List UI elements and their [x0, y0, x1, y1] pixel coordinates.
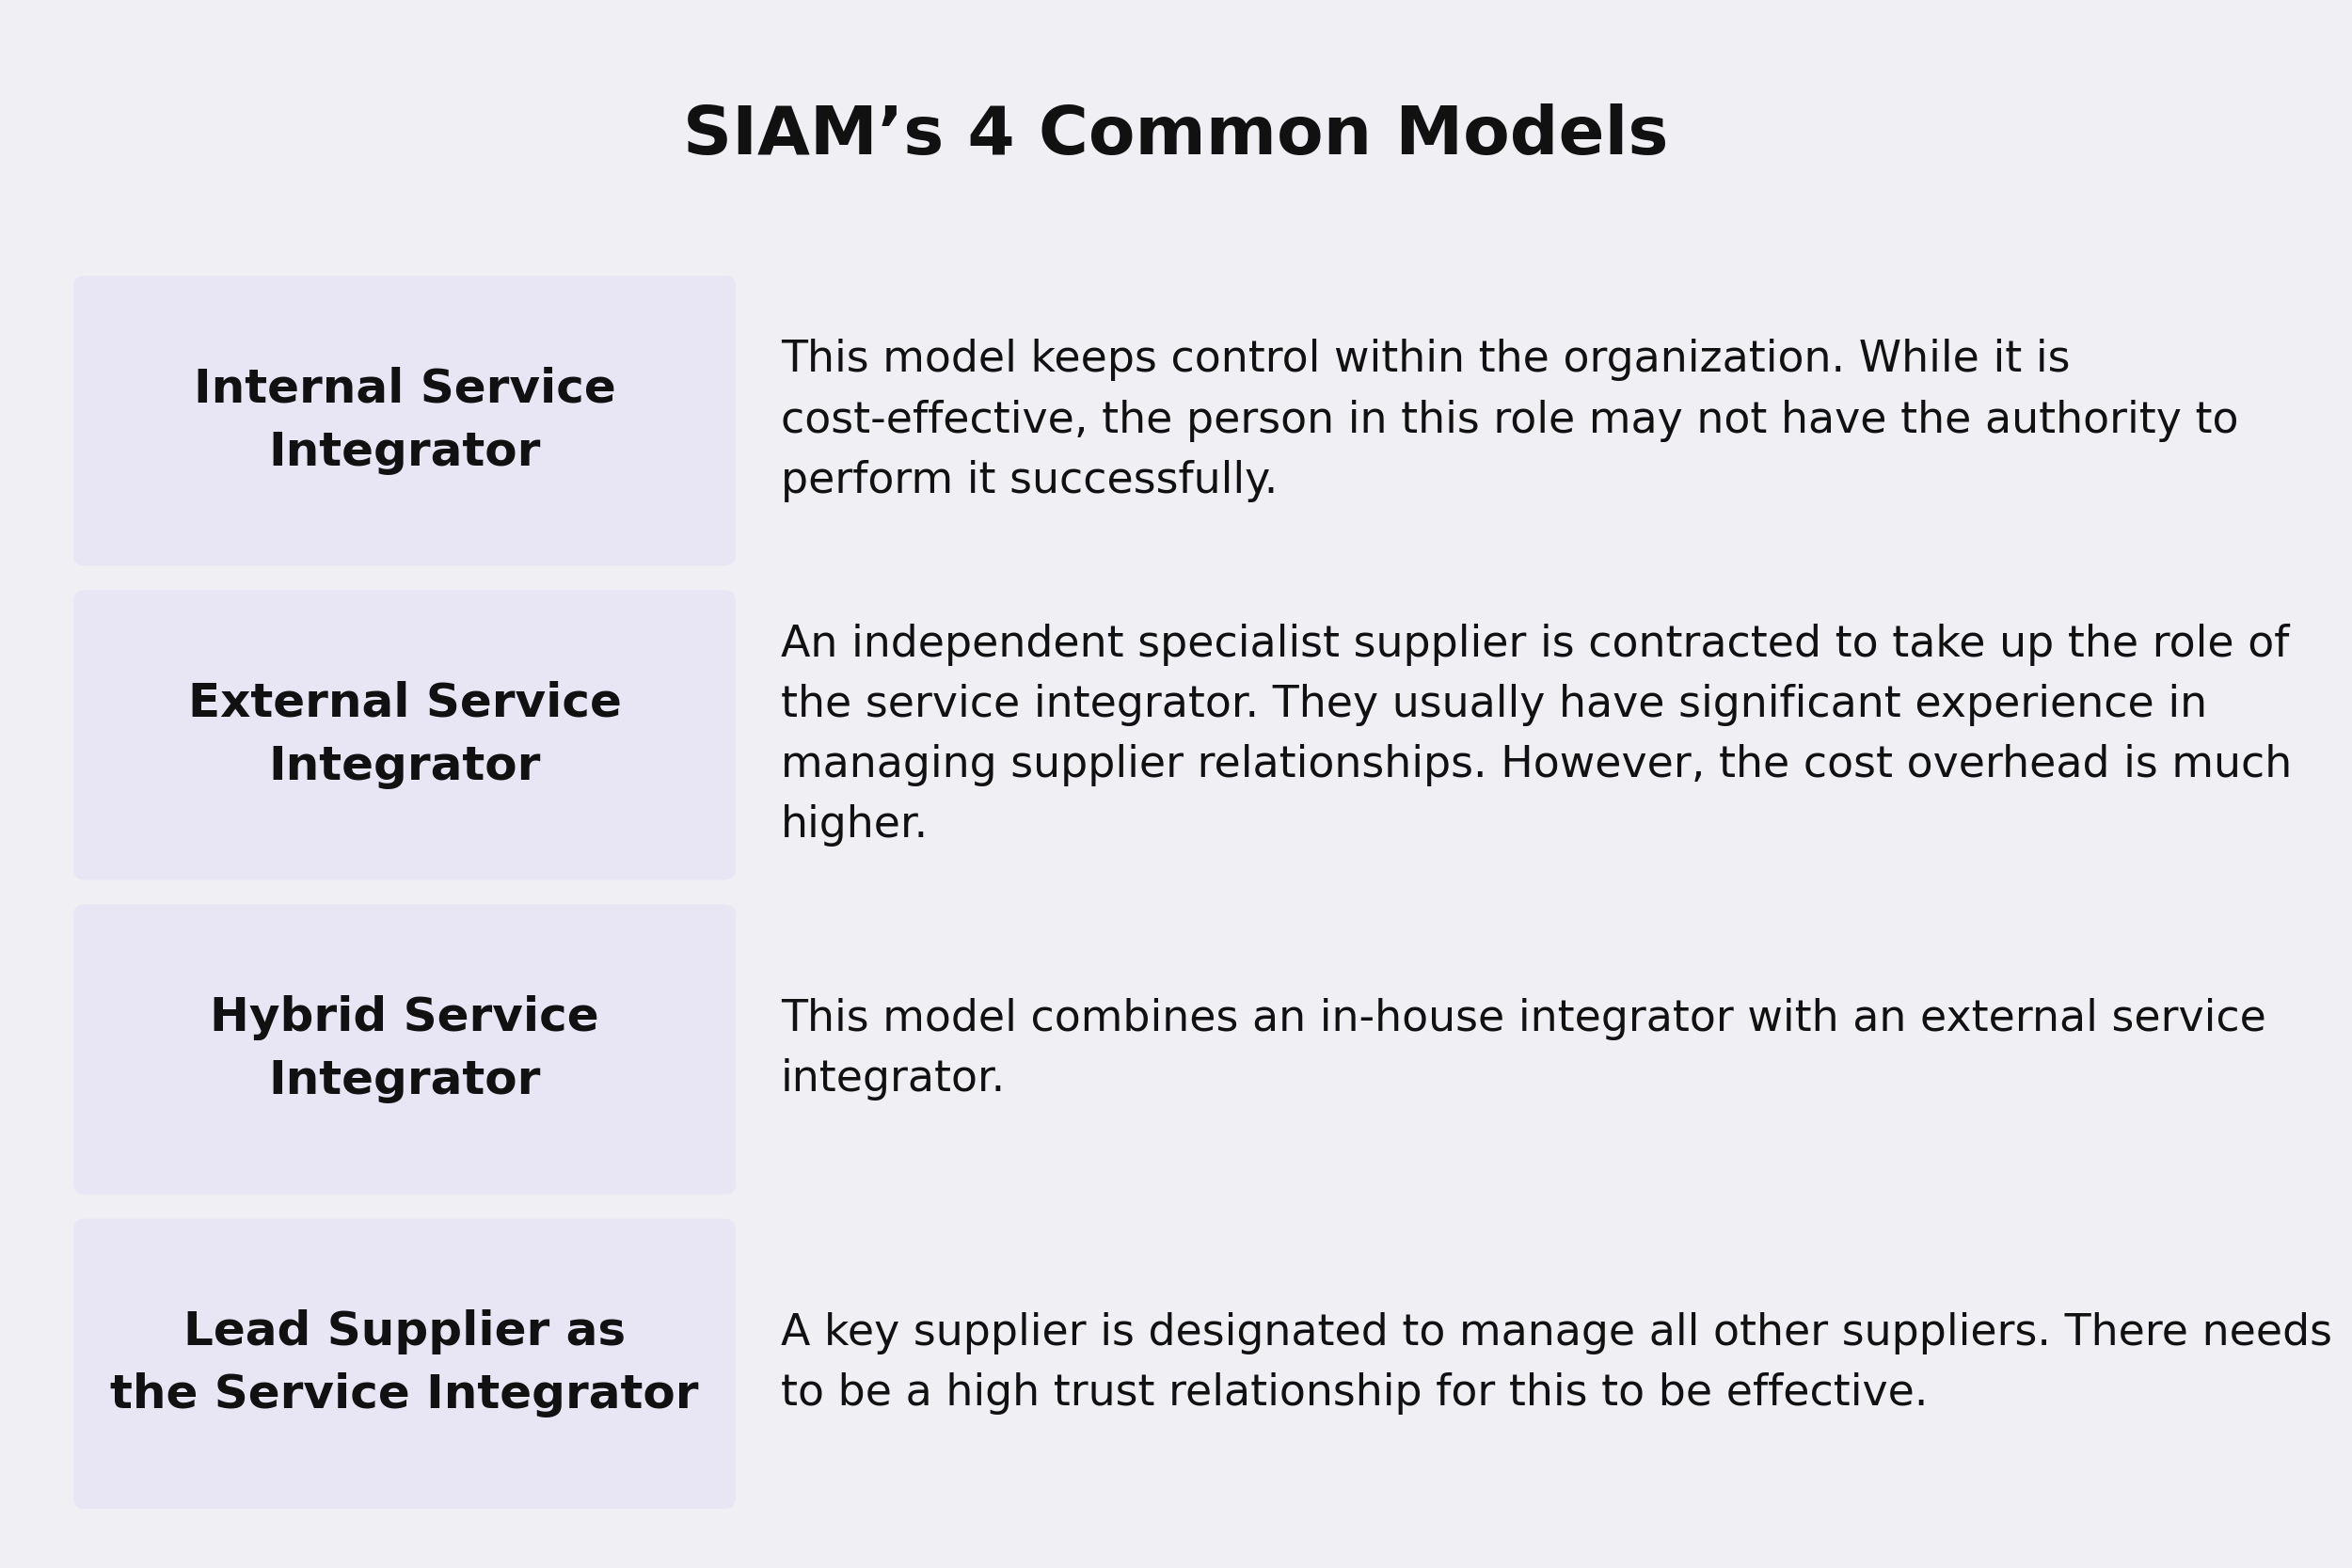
Text: Internal Service
Integrator: Internal Service Integrator	[193, 367, 616, 475]
FancyBboxPatch shape	[73, 905, 736, 1195]
Text: A key supplier is designated to manage all other suppliers. There needs
to be a : A key supplier is designated to manage a…	[781, 1312, 2333, 1416]
Text: External Service
Integrator: External Service Integrator	[188, 681, 621, 789]
Text: SIAM’s 4 Common Models: SIAM’s 4 Common Models	[684, 103, 1668, 168]
Text: This model combines an in-house integrator with an external service
integrator.: This model combines an in-house integrat…	[781, 997, 2267, 1101]
FancyBboxPatch shape	[73, 1218, 736, 1508]
Text: Lead Supplier as
the Service Integrator: Lead Supplier as the Service Integrator	[111, 1309, 699, 1417]
FancyBboxPatch shape	[73, 276, 736, 566]
Text: An independent specialist supplier is contracted to take up the role of
the serv: An independent specialist supplier is co…	[781, 622, 2291, 847]
Text: Hybrid Service
Integrator: Hybrid Service Integrator	[209, 996, 600, 1104]
FancyBboxPatch shape	[73, 590, 736, 880]
Text: This model keeps control within the organization. While it is
cost-effective, th: This model keeps control within the orga…	[781, 339, 2239, 502]
